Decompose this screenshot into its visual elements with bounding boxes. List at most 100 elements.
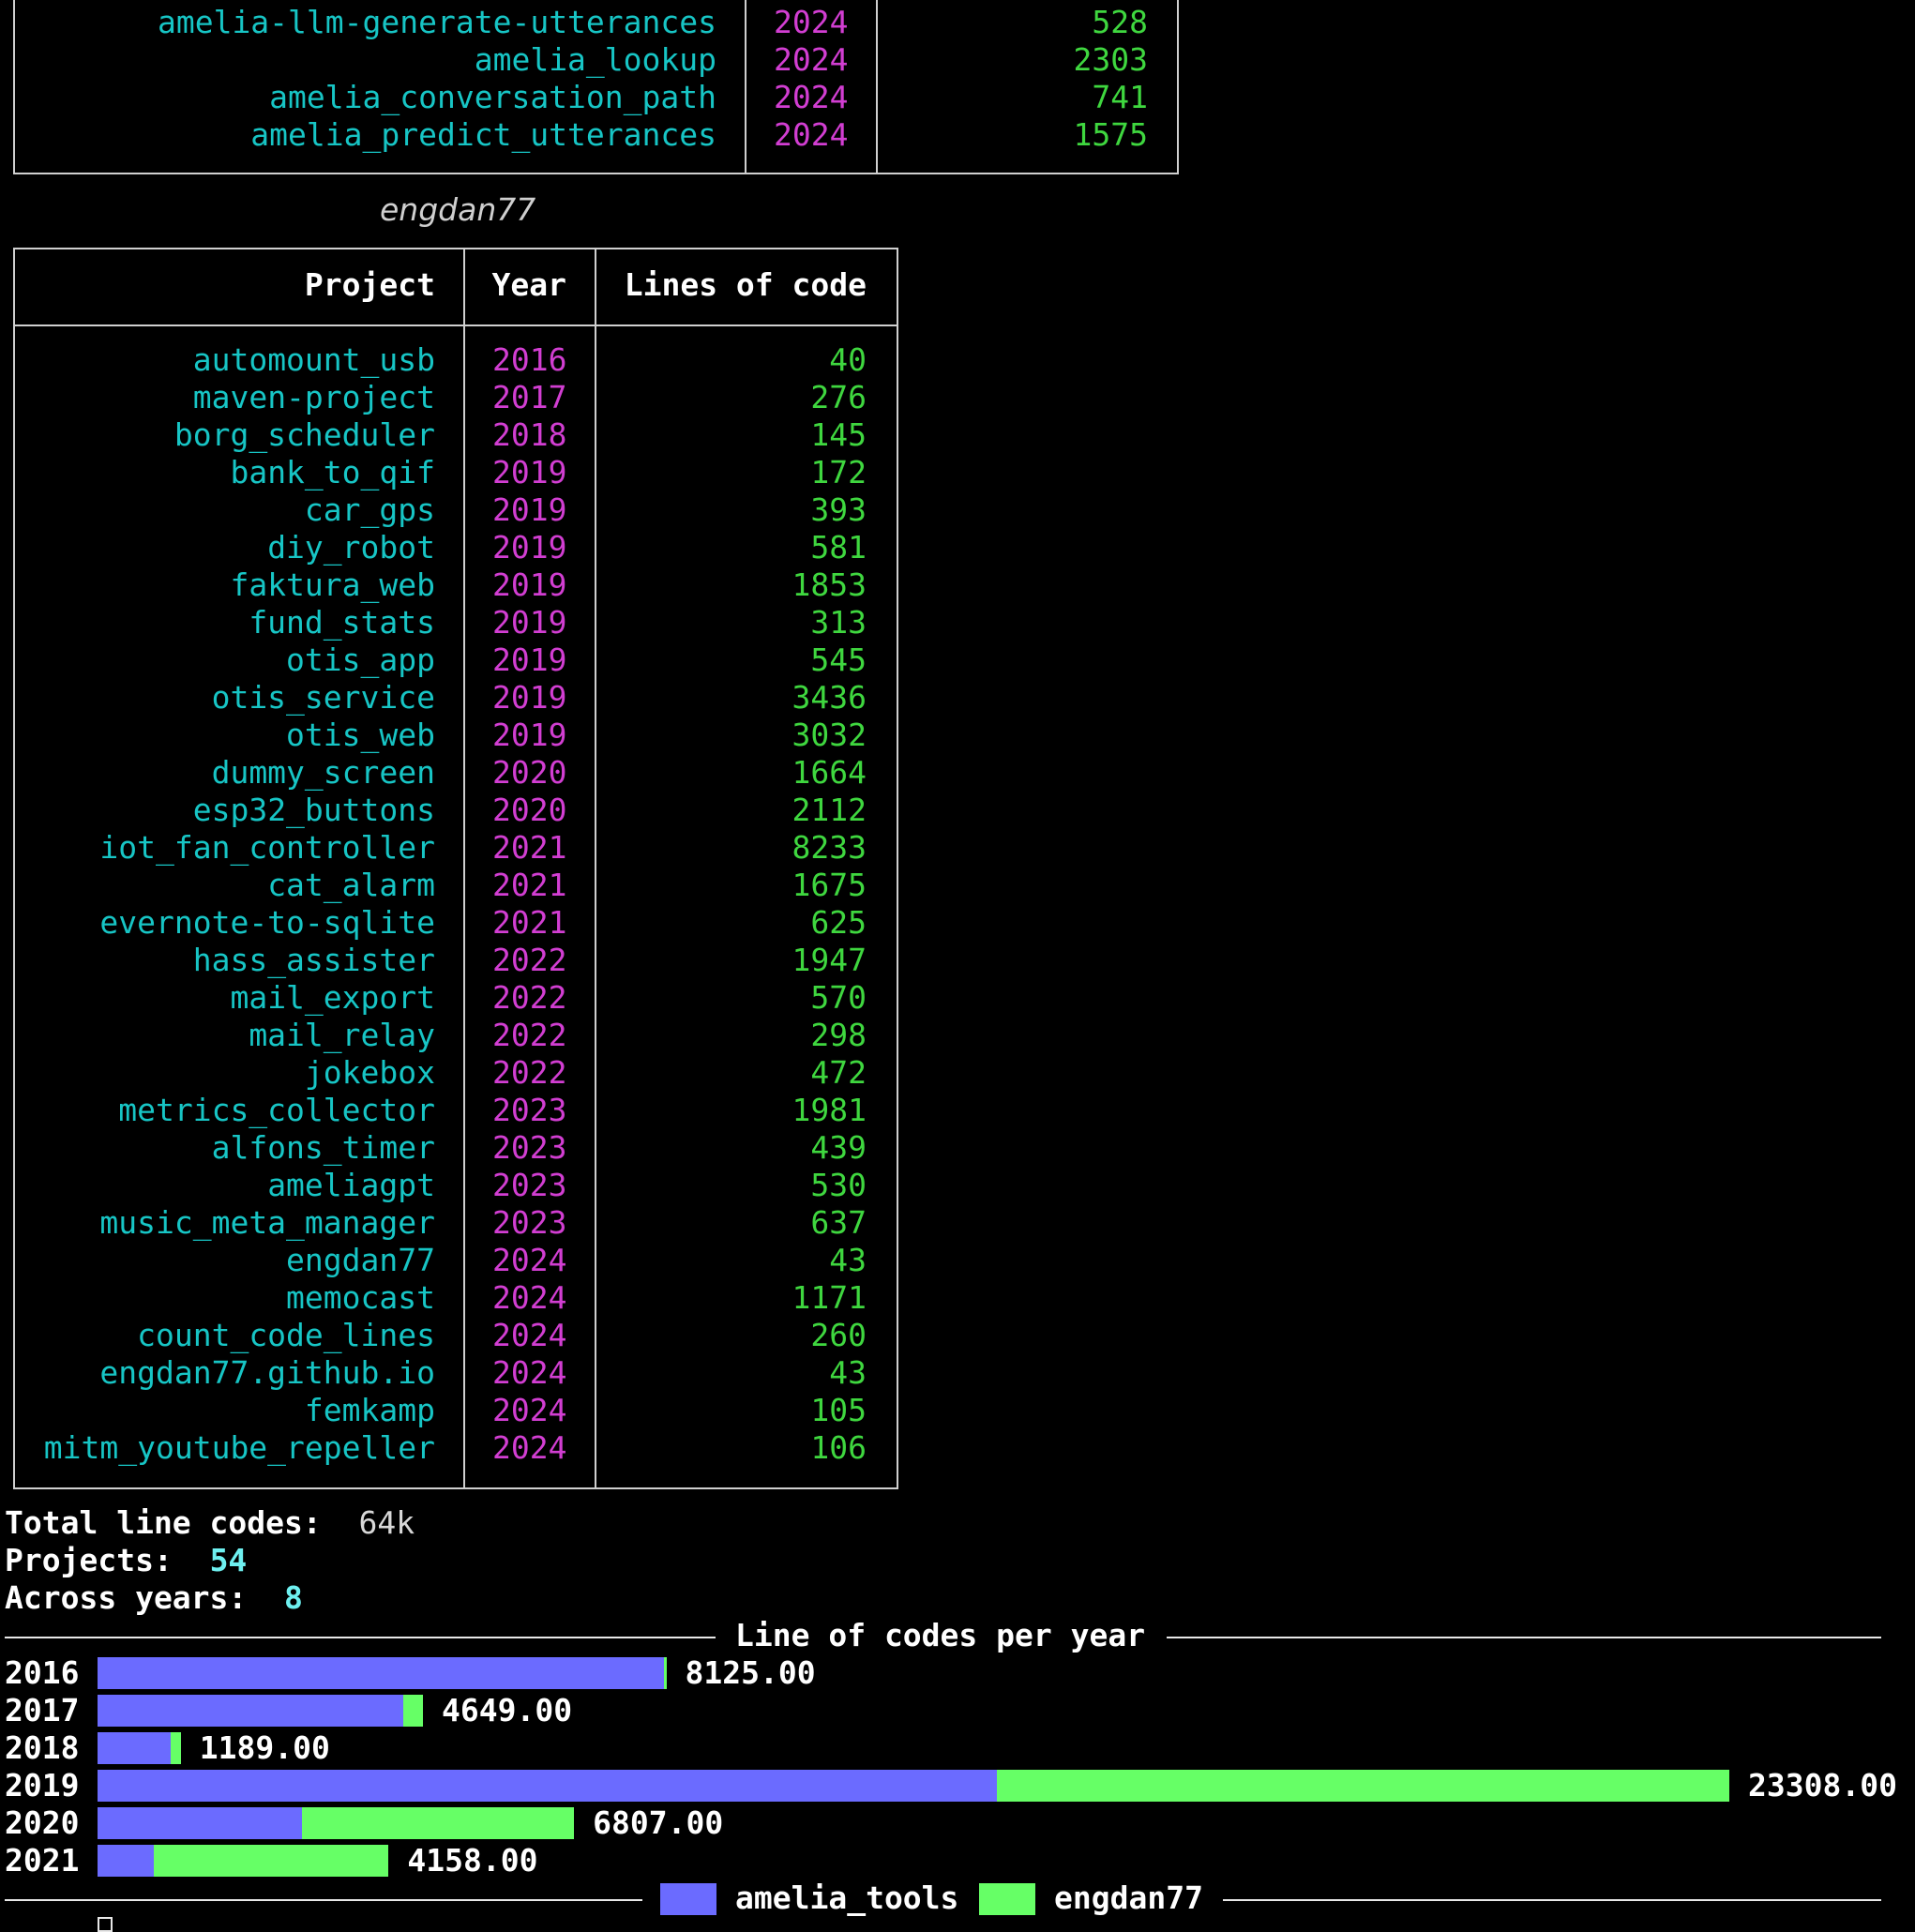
row-loc: 439 (810, 1129, 867, 1166)
row-project: dummy_screen (211, 754, 435, 791)
row-project: car_gps (304, 491, 435, 528)
row-year: 2017 (492, 379, 567, 415)
row-loc: 530 (810, 1167, 867, 1203)
row-project: diy_robot (267, 529, 435, 566)
chart-total-label: 4158.00 (407, 1842, 538, 1879)
row-loc: 3032 (792, 717, 867, 753)
top-row-year: 2024 (774, 116, 849, 153)
chart-total-label: 6807.00 (593, 1804, 724, 1841)
row-loc: 40 (829, 341, 867, 378)
row-year: 2024 (492, 1429, 567, 1466)
chart-title: Line of codes per year (735, 1617, 1146, 1653)
chart-total-label: 8125.00 (685, 1654, 816, 1691)
row-loc: 8233 (792, 829, 867, 866)
top-row-loc: 2303 (1073, 41, 1148, 78)
row-project: bank_to_qif (230, 454, 435, 491)
row-project: femkamp (304, 1392, 435, 1428)
top-row-project: amelia_predict_utterances (250, 116, 716, 153)
row-year: 2024 (492, 1317, 567, 1353)
bar-engdan77-2021 (153, 1845, 389, 1877)
summary-years: Across years: 8 (5, 1579, 303, 1617)
row-loc: 43 (829, 1354, 867, 1391)
chart-title-rule-left (5, 1637, 716, 1638)
row-project: engdan77.github.io (99, 1354, 435, 1391)
legend-swatch-engdan77 (979, 1883, 1035, 1915)
chart-category-label: 2021 (5, 1842, 80, 1879)
row-loc: 1171 (792, 1279, 867, 1316)
chart-title-rule-right (1167, 1637, 1881, 1638)
row-year: 2024 (492, 1279, 567, 1316)
bar-engdan77-2017 (403, 1695, 424, 1727)
row-year: 2024 (492, 1354, 567, 1391)
summary-total-label: Total line codes: (5, 1504, 322, 1541)
summary-projects: Projects: 54 (5, 1542, 247, 1579)
row-year: 2020 (492, 754, 567, 791)
row-year: 2016 (492, 341, 567, 378)
row-year: 2023 (492, 1129, 567, 1166)
row-year: 2022 (492, 1017, 567, 1053)
chart-total-label: 1189.00 (199, 1729, 330, 1766)
chart-category-label: 2020 (5, 1804, 80, 1841)
row-year: 2021 (492, 867, 567, 903)
bar-engdan77-2018 (170, 1732, 181, 1764)
row-loc: 545 (810, 641, 867, 678)
table-caption: engdan77 (380, 191, 536, 228)
row-project: metrics_collector (118, 1092, 435, 1128)
table-left-border (13, 325, 15, 1489)
row-project: maven-project (192, 379, 435, 415)
row-year: 2018 (492, 416, 567, 453)
bar-amelia-tools-2020 (98, 1807, 302, 1839)
summary-projects-label: Projects: (5, 1542, 173, 1578)
row-project: alfons_timer (211, 1129, 435, 1166)
row-project: ameliagpt (267, 1167, 435, 1203)
row-year: 2019 (492, 454, 567, 491)
bar-engdan77-2020 (301, 1807, 575, 1839)
top-row-loc: 1575 (1073, 116, 1148, 153)
summary-projects-value: 54 (209, 1542, 248, 1578)
row-loc: 1981 (792, 1092, 867, 1128)
top-table-col-divider-1 (745, 0, 746, 174)
row-loc: 105 (810, 1392, 867, 1428)
table-col-divider-1 (463, 248, 465, 1489)
row-year: 2021 (492, 829, 567, 866)
row-loc: 570 (810, 979, 867, 1016)
summary-total: Total line codes: 64k (5, 1504, 415, 1542)
row-project: jokebox (304, 1054, 435, 1091)
row-year: 2019 (492, 491, 567, 528)
bar-amelia-tools-2016 (98, 1657, 664, 1689)
row-loc: 637 (810, 1204, 867, 1241)
top-row-year: 2024 (774, 41, 849, 78)
row-year: 2019 (492, 641, 567, 678)
row-loc: 1947 (792, 942, 867, 978)
row-project: count_code_lines (137, 1317, 435, 1353)
table-right-border (897, 325, 898, 1489)
chart-category-label: 2017 (5, 1692, 80, 1728)
row-year: 2023 (492, 1204, 567, 1241)
chart-category-label: 2016 (5, 1654, 80, 1691)
row-loc: 43 (829, 1242, 867, 1278)
top-row-project: amelia_lookup (474, 41, 716, 78)
row-year: 2024 (492, 1392, 567, 1428)
header-project: Project (304, 266, 435, 303)
top-table-col-divider-2 (876, 0, 878, 174)
bar-amelia-tools-2018 (98, 1732, 171, 1764)
row-loc: 276 (810, 379, 867, 415)
row-project: hass_assister (192, 942, 435, 978)
row-project: mitm_youtube_repeller (43, 1429, 435, 1466)
row-project: iot_fan_controller (99, 829, 435, 866)
row-project: otis_service (211, 679, 435, 716)
table-col-divider-2 (595, 248, 596, 1489)
table-bottom-border (13, 1487, 898, 1489)
row-project: engdan77 (286, 1242, 435, 1278)
header-year: Year (491, 266, 566, 303)
legend-label-engdan77: engdan77 (1054, 1879, 1203, 1916)
legend-rule-right (1223, 1899, 1881, 1901)
top-table-right-border (1177, 0, 1179, 174)
row-project: mail_export (230, 979, 435, 1016)
row-loc: 625 (810, 904, 867, 941)
chart-category-label: 2019 (5, 1767, 80, 1804)
row-year: 2022 (492, 942, 567, 978)
top-table-bottom-border (13, 173, 1179, 174)
row-year: 2019 (492, 717, 567, 753)
row-project: faktura_web (230, 566, 435, 603)
